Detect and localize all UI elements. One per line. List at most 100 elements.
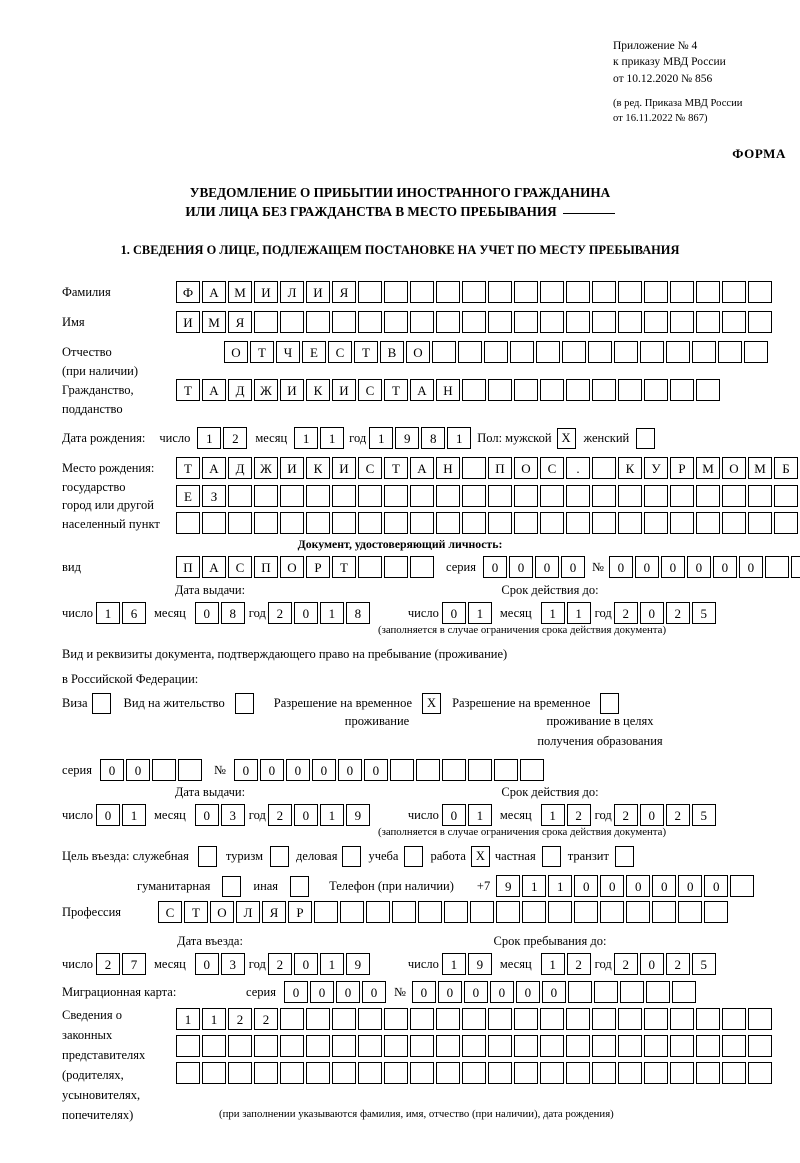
char-box[interactable] (254, 1062, 278, 1084)
char-box[interactable] (566, 1062, 590, 1084)
char-box[interactable] (774, 512, 798, 534)
char-box[interactable]: 0 (639, 602, 664, 624)
char-box[interactable]: 1 (447, 427, 472, 449)
char-box[interactable] (176, 1035, 200, 1057)
char-box[interactable] (462, 1035, 486, 1057)
char-box[interactable]: 0 (363, 759, 388, 781)
char-box[interactable] (614, 341, 638, 363)
char-box[interactable] (280, 512, 304, 534)
char-box[interactable] (644, 1035, 668, 1057)
title-blank-line[interactable] (562, 203, 615, 215)
char-box[interactable]: 0 (712, 556, 737, 578)
char-box[interactable]: 2 (267, 953, 292, 975)
char-box[interactable] (670, 311, 694, 333)
char-box[interactable]: 1 (441, 953, 466, 975)
purpose-study-checkbox[interactable] (404, 846, 424, 867)
char-box[interactable]: 5 (691, 953, 716, 975)
char-box[interactable] (618, 485, 642, 507)
char-box[interactable]: 7 (122, 953, 147, 975)
char-box[interactable] (358, 556, 382, 578)
char-box[interactable] (748, 1035, 772, 1057)
char-box[interactable]: О (224, 341, 248, 363)
char-box[interactable]: 2 (228, 1008, 252, 1030)
char-box[interactable]: 0 (293, 602, 318, 624)
char-box[interactable]: 0 (99, 759, 124, 781)
char-box[interactable] (644, 281, 668, 303)
char-box[interactable]: 0 (96, 804, 121, 826)
char-box[interactable] (410, 556, 434, 578)
char-box[interactable]: 0 (515, 981, 540, 1003)
char-box[interactable]: 0 (463, 981, 488, 1003)
char-box[interactable] (228, 485, 252, 507)
char-box[interactable]: 9 (395, 427, 420, 449)
char-box[interactable]: З (202, 485, 226, 507)
char-box[interactable]: 2 (267, 602, 292, 624)
char-box[interactable] (588, 341, 612, 363)
char-box[interactable] (748, 1008, 772, 1030)
char-box[interactable]: 1 (176, 1008, 200, 1030)
char-box[interactable]: 0 (285, 759, 310, 781)
char-box[interactable] (670, 1035, 694, 1057)
char-box[interactable] (488, 485, 512, 507)
char-box[interactable]: 0 (293, 953, 318, 975)
char-box[interactable] (441, 759, 466, 781)
char-box[interactable]: Л (236, 901, 260, 923)
char-box[interactable] (670, 512, 694, 534)
char-box[interactable] (306, 1035, 330, 1057)
char-box[interactable] (592, 512, 616, 534)
char-box[interactable] (176, 512, 200, 534)
char-box[interactable] (652, 901, 676, 923)
char-box[interactable]: 2 (267, 804, 292, 826)
char-box[interactable] (358, 281, 382, 303)
char-box[interactable] (332, 1008, 356, 1030)
char-box[interactable]: 2 (613, 804, 638, 826)
char-box[interactable]: Н (436, 379, 460, 401)
char-box[interactable] (280, 1035, 304, 1057)
char-box[interactable]: С (540, 457, 564, 479)
char-box[interactable]: 0 (704, 875, 729, 897)
char-box[interactable] (384, 485, 408, 507)
char-box[interactable]: 6 (122, 602, 147, 624)
char-box[interactable]: 0 (600, 875, 625, 897)
char-box[interactable]: 1 (122, 804, 147, 826)
char-box[interactable]: И (280, 457, 304, 479)
char-box[interactable] (202, 1035, 226, 1057)
char-box[interactable] (228, 1035, 252, 1057)
char-box[interactable] (644, 485, 668, 507)
char-box[interactable]: К (306, 457, 330, 479)
char-box[interactable]: 2 (566, 953, 591, 975)
char-box[interactable] (410, 485, 434, 507)
char-box[interactable]: С (358, 379, 382, 401)
char-box[interactable] (600, 901, 624, 923)
char-box[interactable] (462, 281, 486, 303)
char-box[interactable] (692, 341, 716, 363)
char-box[interactable]: 1 (548, 875, 573, 897)
char-box[interactable]: Ч (276, 341, 300, 363)
char-box[interactable] (332, 512, 356, 534)
char-box[interactable]: 0 (678, 875, 703, 897)
char-box[interactable] (592, 281, 616, 303)
char-box[interactable]: С (328, 341, 352, 363)
char-box[interactable] (626, 901, 650, 923)
char-box[interactable]: 1 (540, 804, 565, 826)
char-box[interactable]: 0 (441, 804, 466, 826)
char-box[interactable] (618, 379, 642, 401)
char-box[interactable] (522, 901, 546, 923)
char-box[interactable]: 1 (540, 953, 565, 975)
char-box[interactable]: 8 (220, 602, 245, 624)
char-box[interactable] (722, 311, 746, 333)
char-box[interactable]: 0 (194, 602, 219, 624)
char-box[interactable] (436, 1008, 460, 1030)
char-box[interactable]: 2 (254, 1008, 278, 1030)
char-box[interactable] (484, 341, 508, 363)
char-box[interactable]: 1 (320, 427, 345, 449)
legal-rep-boxes-2[interactable] (176, 1035, 774, 1057)
